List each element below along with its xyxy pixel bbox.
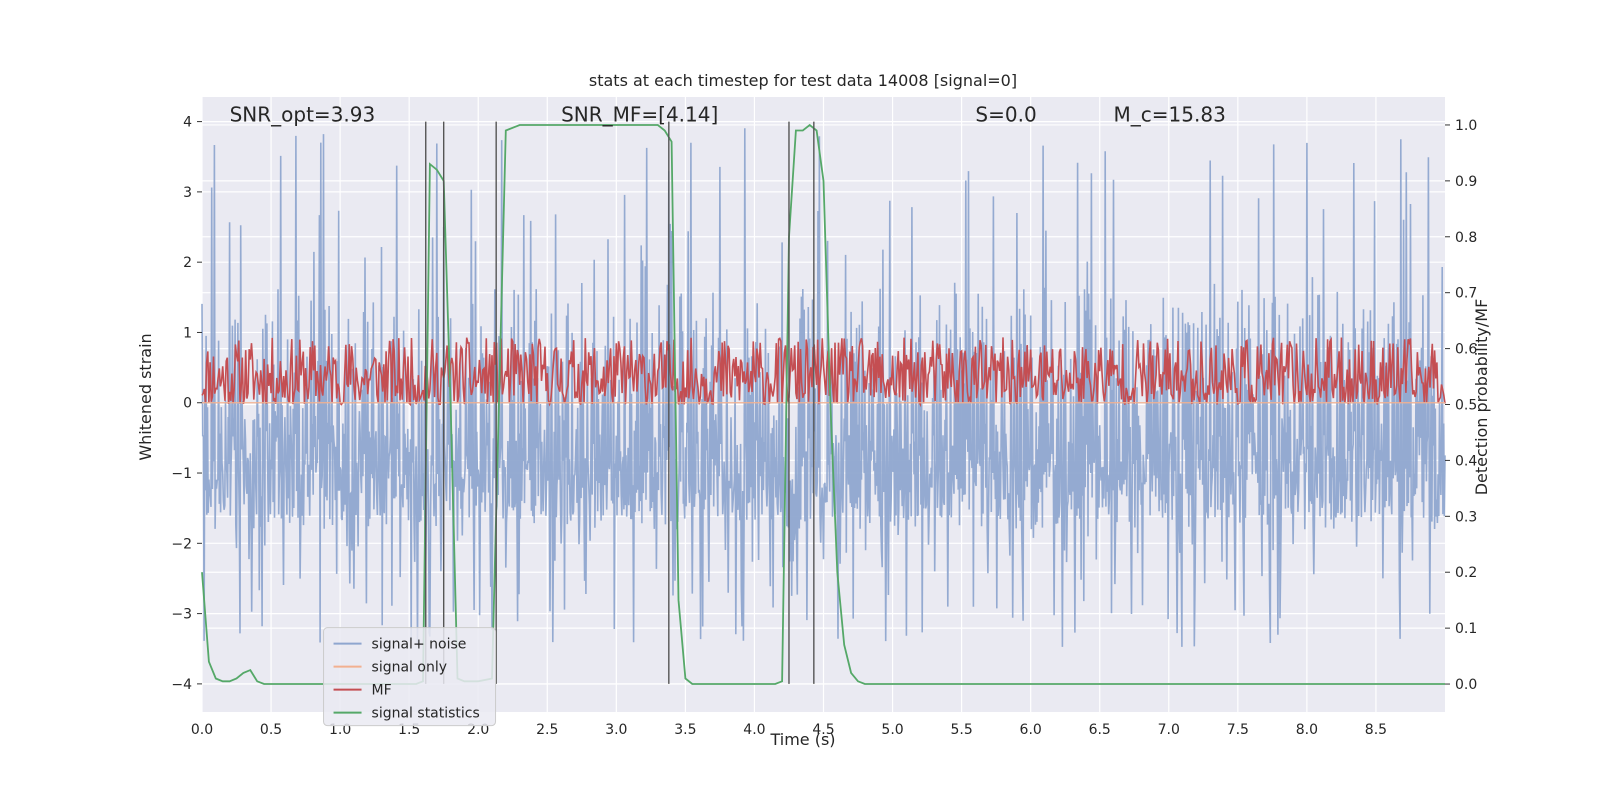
annotation-text: M_c=15.83 bbox=[1114, 103, 1226, 127]
x-tick-label: 5.5 bbox=[950, 722, 972, 738]
legend: signal+ noise signal only MF signal statist… bbox=[323, 627, 497, 727]
y2-tick-label: 0.6 bbox=[1455, 342, 1477, 358]
x-tick-label: 0.0 bbox=[191, 722, 213, 738]
x-tick-label: 3.5 bbox=[674, 722, 696, 738]
x-tick-label: 0.5 bbox=[260, 722, 282, 738]
signal-statistics-line bbox=[201, 123, 1445, 685]
annotation-text: SNR_MF=[4.14] bbox=[561, 103, 718, 127]
y-tick-label: 0 bbox=[183, 396, 192, 412]
y2-tick-label: 0.8 bbox=[1455, 230, 1477, 246]
x-tick-label: 4.0 bbox=[743, 722, 765, 738]
series-signal-statistics bbox=[201, 123, 1445, 685]
annotation-text: S=0.0 bbox=[975, 103, 1036, 127]
y-axis-label: Whitened strain bbox=[136, 333, 155, 460]
y-axis-ticks: 4 3 2 1 0 −1 −2 −3 −4 bbox=[171, 115, 202, 693]
y2-tick-label: 0.3 bbox=[1455, 509, 1477, 525]
legend-box bbox=[323, 627, 497, 727]
legend-label: signal+ noise bbox=[372, 637, 467, 653]
x-tick-label: 7.0 bbox=[1158, 722, 1180, 738]
annotations: SNR_opt=3.93 SNR_MF=[4.14] S=0.0 M_c=15.83 bbox=[230, 103, 1226, 127]
x-tick-label: 7.5 bbox=[1227, 722, 1249, 738]
signal-noise-line bbox=[201, 128, 1446, 647]
y-tick-label: −2 bbox=[171, 536, 192, 552]
y2-tick-label: 0.9 bbox=[1455, 174, 1477, 190]
y2-tick-label: 0.1 bbox=[1455, 621, 1477, 637]
y-tick-label: 2 bbox=[183, 255, 192, 271]
legend-label: signal statistics bbox=[372, 706, 480, 722]
y2-tick-label: 0.0 bbox=[1455, 677, 1477, 693]
y-tick-label: −4 bbox=[171, 677, 192, 693]
x-tick-label: 6.5 bbox=[1089, 722, 1111, 738]
series-signal-noise bbox=[201, 128, 1446, 647]
grid-lines bbox=[201, 97, 1445, 712]
y-tick-label: 4 bbox=[183, 115, 192, 131]
y-tick-label: −1 bbox=[171, 466, 192, 482]
x-axis-ticks: 0.0 0.5 1.0 1.5 2.0 2.5 3.0 3.5 4.0 4.5 5.0 5.5 6.0 6… bbox=[191, 722, 1387, 738]
vertical-markers bbox=[425, 121, 815, 684]
x-tick-label: 3.0 bbox=[605, 722, 627, 738]
chart-title: stats at each timestep for test data 140… bbox=[589, 71, 1017, 90]
x-tick-label: 2.5 bbox=[536, 722, 558, 738]
x-tick-label: 8.5 bbox=[1365, 722, 1387, 738]
legend-label: signal only bbox=[372, 660, 447, 676]
legend-label: MF bbox=[372, 683, 392, 699]
x-tick-label: 4.5 bbox=[812, 722, 834, 738]
y2-tick-label: 1.0 bbox=[1455, 118, 1477, 134]
y-tick-label: 1 bbox=[183, 325, 192, 341]
y-tick-label: −3 bbox=[171, 607, 192, 623]
y2-tick-label: 0.4 bbox=[1455, 453, 1477, 469]
y2-axis-ticks: 1.0 0.9 0.8 0.7 0.6 0.5 0.4 0.3 0.2 0.1 0.0 bbox=[1445, 118, 1477, 693]
y2-axis-label: Detection probability/MF bbox=[1472, 299, 1491, 496]
x-tick-label: 8.0 bbox=[1296, 722, 1318, 738]
y-tick-label: 3 bbox=[183, 185, 192, 201]
y2-tick-label: 0.7 bbox=[1455, 286, 1477, 302]
y2-tick-label: 0.5 bbox=[1455, 398, 1477, 414]
x-tick-label: 5.0 bbox=[881, 722, 903, 738]
y2-tick-label: 0.2 bbox=[1455, 565, 1477, 581]
x-tick-label: 6.0 bbox=[1020, 722, 1042, 738]
x-axis-label: Time (s) bbox=[769, 730, 835, 749]
annotation-text: SNR_opt=3.93 bbox=[230, 103, 376, 127]
